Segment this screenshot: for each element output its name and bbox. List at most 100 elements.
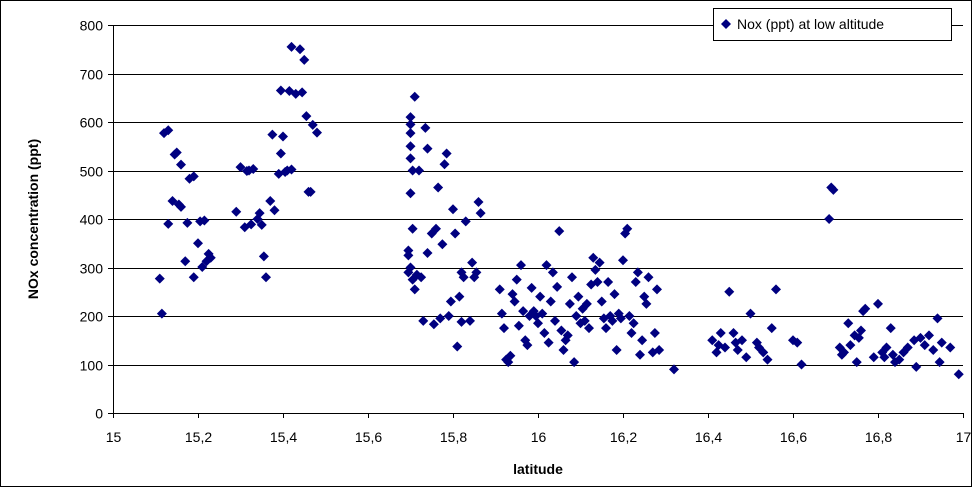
data-point	[628, 318, 639, 329]
y-tick-label: 0	[95, 406, 103, 422]
data-point	[258, 251, 269, 262]
data-point	[851, 357, 862, 368]
data-point	[465, 315, 475, 326]
data-point	[796, 359, 807, 370]
data-point	[535, 291, 546, 302]
y-axis-title: NOx concentration (ppt)	[25, 139, 41, 299]
data-point	[592, 277, 603, 288]
x-tick-labels: 15 15,2 15,4 15,6 15,8 16 16,2 16,4 16,6 16,8 17	[106, 429, 972, 445]
x-tick-label: 15,6	[355, 429, 382, 445]
data-point	[505, 350, 516, 361]
x-tick-label: 16,4	[695, 429, 722, 445]
data-point	[448, 204, 458, 215]
data-point	[601, 323, 611, 334]
x-tick-label: 16	[531, 429, 547, 445]
data-point	[176, 159, 186, 170]
data-point	[771, 284, 781, 295]
data-point	[873, 298, 883, 309]
data-point	[745, 308, 756, 319]
data-point	[265, 196, 276, 207]
x-tick-label: 15,4	[270, 429, 297, 445]
data-point	[932, 313, 943, 324]
data-point	[637, 335, 648, 346]
data-point	[414, 165, 424, 176]
data-point	[924, 330, 934, 341]
data-point	[635, 349, 645, 360]
data-point	[741, 352, 752, 363]
data-point	[547, 267, 558, 278]
data-point	[758, 347, 769, 358]
data-point	[554, 226, 565, 237]
data-point	[945, 342, 956, 353]
data-point	[197, 262, 208, 273]
data-point	[261, 272, 271, 283]
data-point	[550, 315, 560, 326]
data-point	[188, 272, 199, 283]
data-point	[853, 332, 864, 343]
data-point	[454, 291, 465, 302]
y-tick-label: 400	[80, 212, 104, 228]
data-point	[286, 41, 297, 52]
data-point	[435, 313, 446, 324]
data-point	[433, 182, 444, 193]
data-point	[163, 218, 174, 229]
data-point	[928, 344, 939, 355]
data-point	[588, 252, 599, 263]
data-point	[305, 186, 316, 197]
x-tick-label: 15	[106, 429, 122, 445]
data-point	[632, 267, 643, 278]
data-point	[571, 311, 582, 321]
data-point	[728, 327, 739, 338]
data-point	[590, 264, 601, 275]
data-point	[562, 330, 573, 341]
data-point	[894, 354, 905, 365]
data-point	[431, 223, 441, 234]
x-tick-label: 17	[956, 429, 972, 445]
data-point	[584, 323, 594, 334]
data-point	[405, 119, 416, 130]
data-point	[828, 184, 839, 195]
data-point	[405, 141, 416, 152]
data-point	[494, 284, 505, 295]
data-point	[792, 337, 803, 348]
data-point	[720, 342, 730, 353]
data-point	[409, 91, 420, 102]
data-point	[953, 369, 964, 380]
data-point	[919, 340, 930, 351]
data-point	[618, 255, 628, 266]
data-point	[176, 201, 186, 212]
data-point	[405, 153, 416, 164]
data-point	[437, 239, 448, 250]
data-point	[420, 122, 431, 133]
data-point	[609, 289, 620, 300]
data-point	[626, 327, 637, 338]
data-point	[248, 164, 259, 175]
data-point	[511, 274, 522, 285]
data-point	[724, 286, 735, 297]
x-axis-title: latitude	[513, 461, 563, 477]
data-point	[543, 337, 554, 348]
data-point	[231, 206, 242, 217]
y-tick-label: 200	[80, 309, 104, 325]
data-point	[545, 296, 556, 307]
data-point	[737, 335, 747, 346]
x-tick-label: 16,6	[780, 429, 807, 445]
data-point	[843, 318, 854, 329]
data-point	[156, 308, 167, 319]
data-point	[405, 188, 416, 199]
y-tick-label: 100	[80, 358, 104, 374]
data-point	[552, 281, 563, 292]
legend-box	[713, 8, 952, 41]
x-tick-label: 15,2	[185, 429, 212, 445]
data-point	[643, 272, 654, 283]
data-point	[307, 119, 318, 130]
data-point	[473, 197, 484, 208]
data-point	[235, 162, 246, 173]
data-point	[297, 87, 308, 98]
data-point	[428, 319, 439, 330]
data-point	[845, 340, 856, 351]
data-point	[569, 357, 580, 368]
data-point	[654, 344, 665, 355]
